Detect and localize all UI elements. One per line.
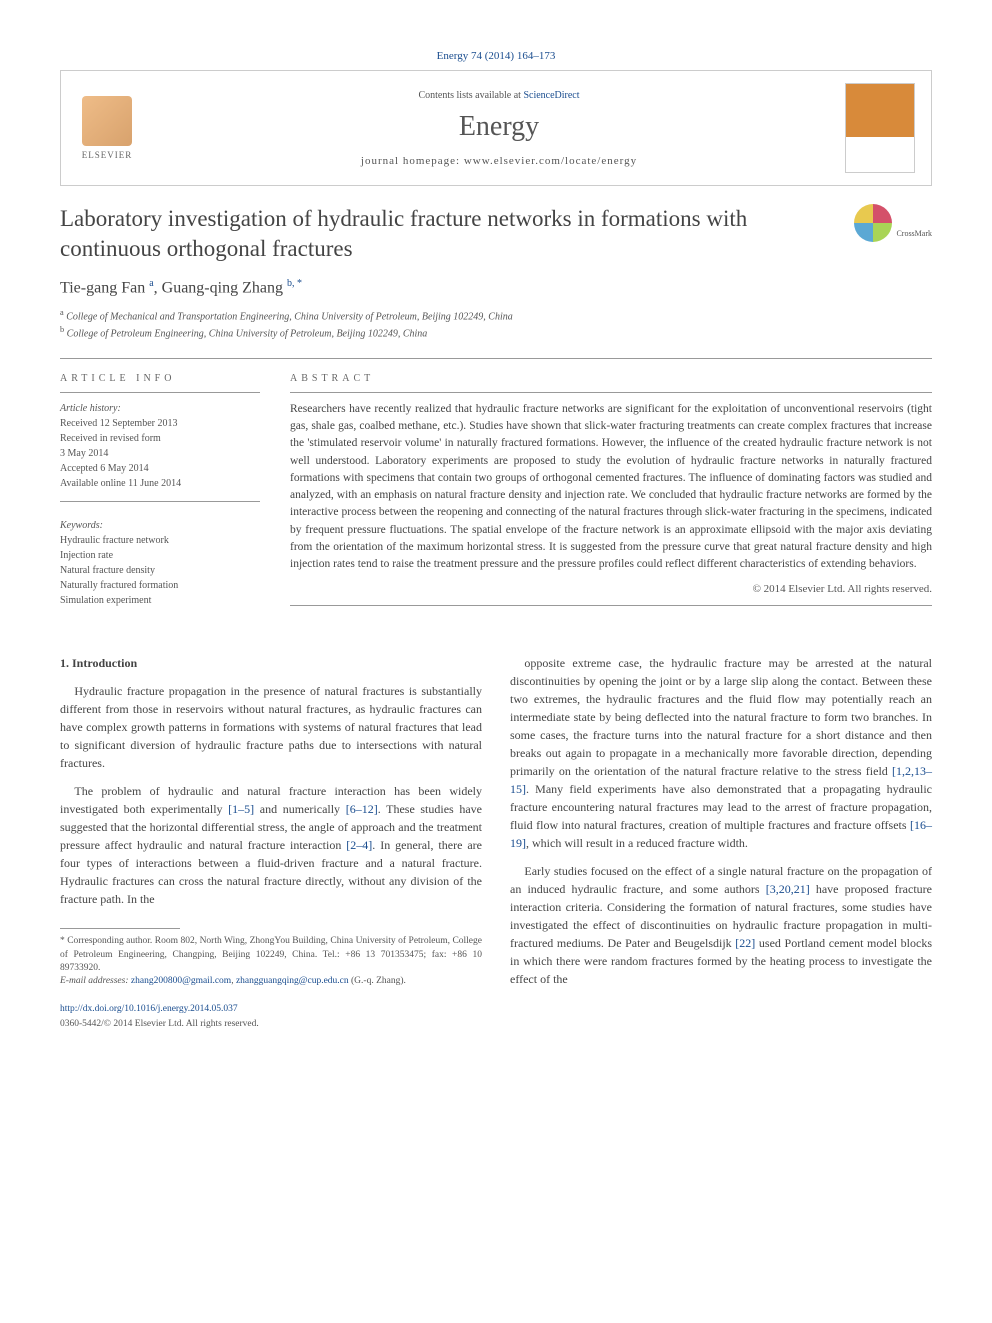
contents-line: Contents lists available at ScienceDirec… — [153, 90, 845, 101]
column-left: 1. Introduction Hydraulic fracture propa… — [60, 654, 482, 1031]
history-accepted: Accepted 6 May 2014 — [60, 461, 260, 476]
affiliation-line: a College of Mechanical and Transportati… — [60, 307, 932, 324]
col2-p2: Early studies focused on the effect of a… — [510, 862, 932, 988]
article-info-head: ARTICLE INFO — [60, 373, 260, 384]
email-2[interactable]: zhangguangqing@cup.edu.cn — [236, 976, 349, 986]
keyword-item: Natural fracture density — [60, 563, 260, 578]
homepage-prefix: journal homepage: — [361, 155, 464, 167]
contents-prefix: Contents lists available at — [418, 90, 523, 101]
elsevier-logo: ELSEVIER — [77, 93, 137, 163]
ref-6-12[interactable]: [6–12] — [346, 802, 378, 816]
crossmark-icon[interactable] — [854, 204, 892, 242]
ref-3-20-21[interactable]: [3,20,21] — [766, 882, 810, 896]
history-received: Received 12 September 2013 — [60, 416, 260, 431]
affiliation-line: b College of Petroleum Engineering, Chin… — [60, 324, 932, 341]
history-online: Available online 11 June 2014 — [60, 476, 260, 491]
c2p1-c: , which will result in a reduced fractur… — [526, 836, 748, 850]
footnote-separator — [60, 928, 180, 929]
homepage-url[interactable]: www.elsevier.com/locate/energy — [464, 155, 637, 167]
doi-block: http://dx.doi.org/10.1016/j.energy.2014.… — [60, 1002, 482, 1031]
history-revised-2: 3 May 2014 — [60, 446, 260, 461]
abstract-divider — [290, 392, 932, 393]
intro-p2: The problem of hydraulic and natural fra… — [60, 782, 482, 908]
p2-text-b: and numerically — [254, 802, 346, 816]
col2-p1: opposite extreme case, the hydraulic fra… — [510, 654, 932, 852]
keyword-item: Simulation experiment — [60, 593, 260, 608]
info-divider — [60, 501, 260, 502]
intro-p1: Hydraulic fracture propagation in the pr… — [60, 682, 482, 772]
abstract: ABSTRACT Researchers have recently reali… — [290, 373, 932, 615]
abstract-text: Researchers have recently realized that … — [290, 401, 932, 574]
affiliations: a College of Mechanical and Transportati… — [60, 307, 932, 342]
authors: Tie-gang Fan a, Guang-qing Zhang b, * — [60, 278, 932, 297]
keywords-label: Keywords: — [60, 518, 260, 533]
issn-line: 0360-5442/© 2014 Elsevier Ltd. All right… — [60, 1017, 482, 1031]
journal-name: Energy — [153, 111, 845, 143]
crossmark-label: CrossMark — [896, 229, 932, 238]
journal-cover-thumb — [845, 83, 915, 173]
c2p1-b: . Many field experiments have also demon… — [510, 782, 932, 832]
homepage-line: journal homepage: www.elsevier.com/locat… — [153, 155, 845, 167]
column-right: opposite extreme case, the hydraulic fra… — [510, 654, 932, 1031]
c2p1-a: opposite extreme case, the hydraulic fra… — [510, 656, 932, 778]
abstract-head: ABSTRACT — [290, 373, 932, 384]
abstract-divider-bottom — [290, 605, 932, 606]
history-revised-1: Received in revised form — [60, 431, 260, 446]
divider — [60, 358, 932, 359]
article-title: Laboratory investigation of hydraulic fr… — [60, 204, 844, 264]
doi-link[interactable]: http://dx.doi.org/10.1016/j.energy.2014.… — [60, 1004, 238, 1014]
keyword-item: Naturally fractured formation — [60, 578, 260, 593]
corr-author-text: * Corresponding author. Room 802, North … — [60, 935, 482, 975]
copyright: © 2014 Elsevier Ltd. All rights reserved… — [290, 583, 932, 595]
ref-1-5[interactable]: [1–5] — [228, 802, 254, 816]
article-info: ARTICLE INFO Article history: Received 1… — [60, 373, 260, 615]
info-divider — [60, 392, 260, 393]
article-history: Article history: Received 12 September 2… — [60, 401, 260, 491]
history-label: Article history: — [60, 401, 260, 416]
email-1[interactable]: zhang200800@gmail.com — [131, 976, 231, 986]
email-label: E-mail addresses: — [60, 976, 129, 986]
keyword-item: Hydraulic fracture network — [60, 533, 260, 548]
corresponding-author-footnote: * Corresponding author. Room 802, North … — [60, 935, 482, 988]
ref-2-4[interactable]: [2–4] — [346, 838, 372, 852]
sciencedirect-link[interactable]: ScienceDirect — [523, 90, 579, 101]
keywords: Keywords: Hydraulic fracture networkInje… — [60, 518, 260, 608]
keyword-item: Injection rate — [60, 548, 260, 563]
elsevier-tree-icon — [82, 96, 132, 146]
publisher-name: ELSEVIER — [82, 150, 133, 160]
email-author: (G.-q. Zhang). — [351, 976, 406, 986]
journal-header: ELSEVIER Contents lists available at Sci… — [60, 70, 932, 186]
ref-22[interactable]: [22] — [735, 936, 755, 950]
section-1-head: 1. Introduction — [60, 654, 482, 672]
citation-line: Energy 74 (2014) 164–173 — [60, 50, 932, 62]
